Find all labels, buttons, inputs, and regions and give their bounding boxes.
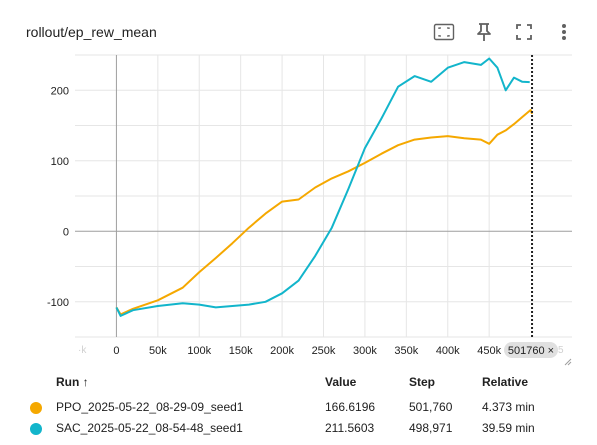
- run-relative: 39.59 min: [482, 421, 535, 435]
- more-vert-icon: [562, 24, 566, 40]
- table-row[interactable]: SAC_2025-05-22_08-54-48_seed1 211.5603 4…: [0, 418, 597, 440]
- header-run[interactable]: Run ↑: [56, 375, 89, 389]
- x-tick-label: 50k: [149, 345, 167, 357]
- line-chart[interactable]: 50k 100k 150k 200k 250k 300k 350k 400k 450k 0 -10…: [0, 50, 597, 370]
- header-relative[interactable]: Relative: [482, 375, 529, 389]
- run-relative: 4.373 min: [482, 400, 535, 414]
- x-tick-label: 350k: [394, 345, 418, 357]
- y-tick-label: 200: [51, 85, 69, 97]
- hover-step-label: 501760 ×: [508, 345, 554, 357]
- series-layer: [115, 57, 533, 317]
- resize-handle-icon[interactable]: [562, 356, 572, 366]
- x-tick-faint-left: ·k: [78, 345, 87, 356]
- x-tick-labels: 50k 100k 150k 200k 250k 300k 350k 400k 450k 0: [113, 345, 501, 357]
- card-toolbar: [430, 20, 580, 44]
- y-tick-label: -100: [47, 297, 69, 309]
- header-step[interactable]: Step: [409, 375, 436, 389]
- run-color-dot: [30, 423, 42, 435]
- fullscreen-icon: [516, 24, 532, 40]
- y-tick-labels: -100 0 100 200: [47, 85, 69, 309]
- y-gridlines: [75, 54, 572, 338]
- series-line-1: [115, 57, 530, 317]
- fit-domain-button[interactable]: [432, 20, 456, 44]
- table-row[interactable]: PPO_2025-05-22_08-29-09_seed1 166.6196 5…: [0, 397, 597, 419]
- run-value: 211.5603: [325, 421, 375, 435]
- run-value: 166.6196: [325, 400, 376, 414]
- more-options-button[interactable]: [552, 20, 576, 44]
- x-tick-label: 0: [113, 345, 119, 357]
- x-tick-label: 400k: [436, 345, 460, 357]
- x-tick-label: 450k: [477, 345, 501, 357]
- x-tick-label: 250k: [312, 345, 336, 357]
- run-step: 501,760: [409, 400, 453, 414]
- x-tick-label: 200k: [270, 345, 294, 357]
- fullscreen-button[interactable]: [512, 20, 536, 44]
- run-name: PPO_2025-05-22_08-29-09_seed1: [56, 400, 244, 414]
- run-color-dot: [30, 402, 42, 414]
- y-tick-label: 0: [63, 226, 69, 238]
- x-tick-label: 150k: [229, 345, 253, 357]
- card-title: rollout/ep_rew_mean: [26, 24, 157, 40]
- header-value[interactable]: Value: [325, 375, 357, 389]
- run-step: 498,971: [409, 421, 453, 435]
- fit-domain-icon: [433, 23, 455, 41]
- pin-button[interactable]: [472, 20, 496, 44]
- x-tick-label: 100k: [187, 345, 211, 357]
- x-tick-label: 300k: [353, 345, 377, 357]
- run-name: SAC_2025-05-22_08-54-48_seed1: [56, 421, 243, 435]
- hover-step-chip[interactable]: 501760 ×: [504, 342, 558, 358]
- x-tick-faint-right: 5: [558, 345, 564, 356]
- y-tick-label: 100: [51, 156, 69, 168]
- pin-icon: [477, 23, 491, 41]
